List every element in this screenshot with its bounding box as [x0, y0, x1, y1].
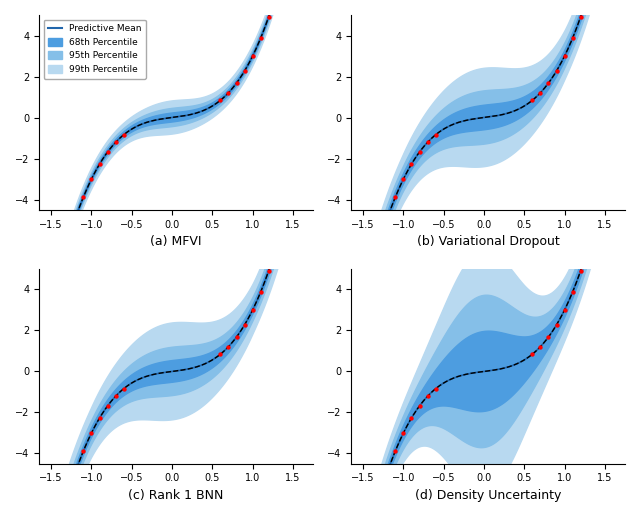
- Point: [118, 385, 129, 393]
- Point: [600, 179, 610, 187]
- X-axis label: (b) Variational Dropout: (b) Variational Dropout: [417, 235, 559, 248]
- Point: [78, 193, 88, 201]
- Point: [54, 268, 65, 277]
- Point: [358, 302, 368, 310]
- Point: [415, 402, 425, 410]
- Point: [111, 392, 121, 400]
- Point: [255, 34, 266, 42]
- Point: [559, 306, 570, 314]
- Point: [422, 138, 433, 146]
- Point: [366, 268, 376, 277]
- Point: [70, 214, 81, 222]
- Point: [415, 148, 425, 156]
- Point: [374, 239, 385, 248]
- X-axis label: (c) Rank 1 BNN: (c) Rank 1 BNN: [129, 489, 224, 502]
- Point: [78, 447, 88, 455]
- Point: [255, 288, 266, 296]
- Point: [398, 429, 408, 437]
- Point: [374, 493, 385, 501]
- Point: [111, 138, 121, 146]
- Point: [95, 414, 105, 422]
- Point: [431, 131, 441, 139]
- Point: [552, 67, 562, 75]
- Legend: Predictive Mean, 68th Percentile, 95th Percentile, 99th Percentile: Predictive Mean, 68th Percentile, 95th P…: [44, 20, 146, 79]
- Point: [527, 96, 538, 104]
- Point: [535, 88, 545, 97]
- Point: [118, 131, 129, 139]
- Point: [239, 321, 250, 329]
- Point: [568, 288, 578, 296]
- Point: [390, 193, 401, 201]
- Point: [86, 175, 97, 183]
- Point: [264, 12, 274, 21]
- Point: [70, 468, 81, 477]
- Point: [102, 402, 113, 410]
- X-axis label: (a) MFVI: (a) MFVI: [150, 235, 202, 248]
- Point: [398, 175, 408, 183]
- Point: [239, 67, 250, 75]
- Point: [382, 214, 392, 222]
- Point: [559, 52, 570, 60]
- Point: [86, 429, 97, 437]
- Point: [431, 385, 441, 393]
- Point: [232, 79, 242, 87]
- Point: [46, 302, 56, 310]
- Point: [62, 239, 72, 248]
- Point: [535, 343, 545, 351]
- Point: [232, 333, 242, 341]
- Point: [102, 148, 113, 156]
- Point: [271, 241, 282, 250]
- Point: [390, 447, 401, 455]
- Point: [248, 52, 258, 60]
- X-axis label: (d) Density Uncertainty: (d) Density Uncertainty: [415, 489, 561, 502]
- Point: [575, 266, 586, 275]
- Point: [406, 160, 417, 168]
- Point: [584, 241, 594, 250]
- Point: [280, 212, 290, 221]
- Point: [422, 392, 433, 400]
- Point: [543, 333, 554, 341]
- Point: [382, 468, 392, 477]
- Point: [215, 350, 225, 358]
- Point: [62, 493, 72, 501]
- Point: [543, 79, 554, 87]
- Point: [95, 160, 105, 168]
- Point: [406, 414, 417, 422]
- Point: [527, 350, 538, 358]
- Point: [568, 34, 578, 42]
- Point: [575, 12, 586, 21]
- Point: [248, 306, 258, 314]
- Point: [591, 212, 602, 221]
- Point: [215, 96, 225, 104]
- Point: [288, 179, 298, 187]
- Point: [223, 343, 234, 351]
- Point: [264, 266, 274, 275]
- Point: [223, 88, 234, 97]
- Point: [552, 321, 562, 329]
